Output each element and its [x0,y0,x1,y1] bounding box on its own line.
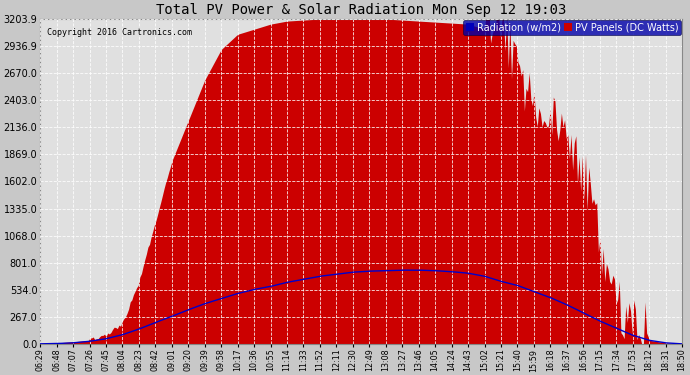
Title: Total PV Power & Solar Radiation Mon Sep 12 19:03: Total PV Power & Solar Radiation Mon Sep… [156,3,566,18]
Text: Copyright 2016 Cartronics.com: Copyright 2016 Cartronics.com [46,28,192,38]
Legend: Radiation (w/m2), PV Panels (DC Watts): Radiation (w/m2), PV Panels (DC Watts) [463,20,681,36]
